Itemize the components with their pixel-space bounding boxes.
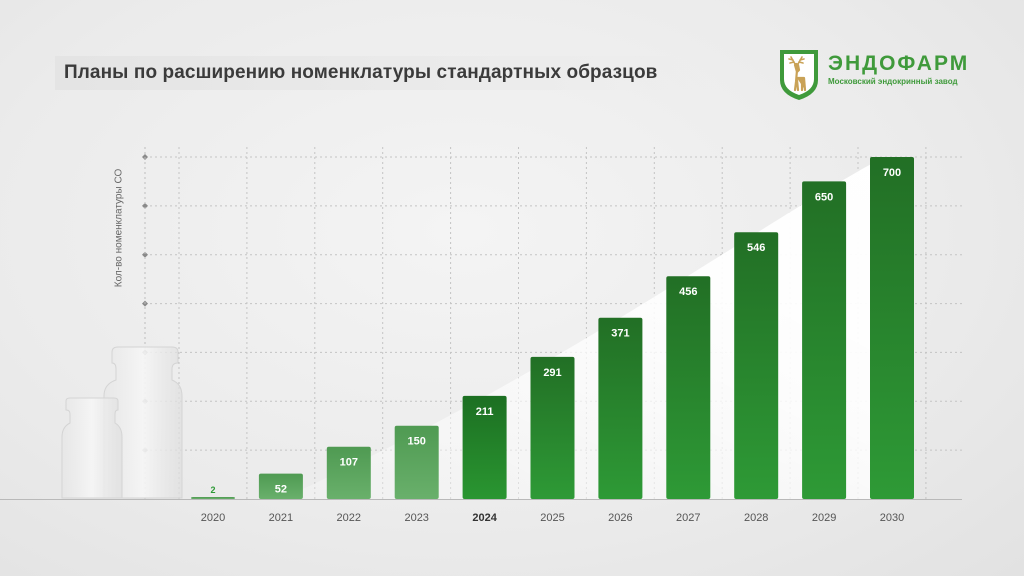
x-axis-labels: 2020 2021 2022 2023 2024 2025 2026 2027 2028 2029…	[201, 512, 904, 524]
x-tick-label: 2025	[540, 512, 564, 524]
bar	[326, 446, 371, 499]
y-tick-marker	[142, 202, 148, 209]
bar-value-label: 456	[679, 286, 697, 298]
bars: 2 52 107 150 211 291 371 456 546 650 700	[191, 157, 914, 500]
x-tick-label: 2029	[812, 512, 836, 524]
company-logo: ЭНДОФАРМ Московский эндокринный завод	[778, 48, 978, 102]
title-band	[55, 56, 720, 90]
deer-shield-icon	[780, 50, 818, 100]
bar-value-label: 150	[408, 436, 426, 448]
decorative-vials	[61, 346, 183, 499]
large-vial	[103, 346, 183, 499]
logo-name: ЭНДОФАРМ	[828, 52, 970, 75]
bar-value-label: 650	[815, 191, 833, 203]
x-tick-label: 2022	[337, 512, 361, 524]
bar	[734, 232, 779, 500]
bar-value-label: 52	[275, 484, 287, 496]
bar-value-label: 371	[611, 328, 629, 340]
x-tick-label: 2020	[201, 512, 225, 524]
x-tick-label: 2027	[676, 512, 700, 524]
bar	[394, 425, 439, 499]
bar-value-label: 291	[543, 367, 561, 379]
bar	[598, 317, 643, 499]
x-tick-label: 2028	[744, 512, 768, 524]
bar-value-label: 700	[883, 167, 901, 179]
x-tick-label: 2024	[472, 512, 497, 524]
x-tick-label: 2030	[880, 512, 904, 524]
bar-value-label: 546	[747, 242, 765, 254]
bar-value-label: 2	[210, 485, 215, 495]
logo-subtitle: Московский эндокринный завод	[828, 77, 958, 86]
bar	[191, 497, 235, 499]
bar	[666, 276, 711, 499]
bar	[462, 395, 507, 499]
bar-value-label: 107	[340, 457, 358, 469]
bar	[802, 181, 847, 499]
x-tick-label: 2021	[269, 512, 293, 524]
y-axis-label: Кол-во номенклатуры СО	[113, 168, 125, 288]
x-tick-label: 2023	[404, 512, 428, 524]
x-tick-label: 2026	[608, 512, 632, 524]
page-title: Планы по расширению номенклатуры стандар…	[64, 62, 658, 83]
bar	[870, 157, 914, 499]
small-vial	[61, 397, 123, 499]
bar-value-label: 211	[476, 406, 494, 418]
y-tick-marker	[142, 251, 148, 258]
bar	[530, 356, 575, 499]
bar	[258, 473, 303, 499]
